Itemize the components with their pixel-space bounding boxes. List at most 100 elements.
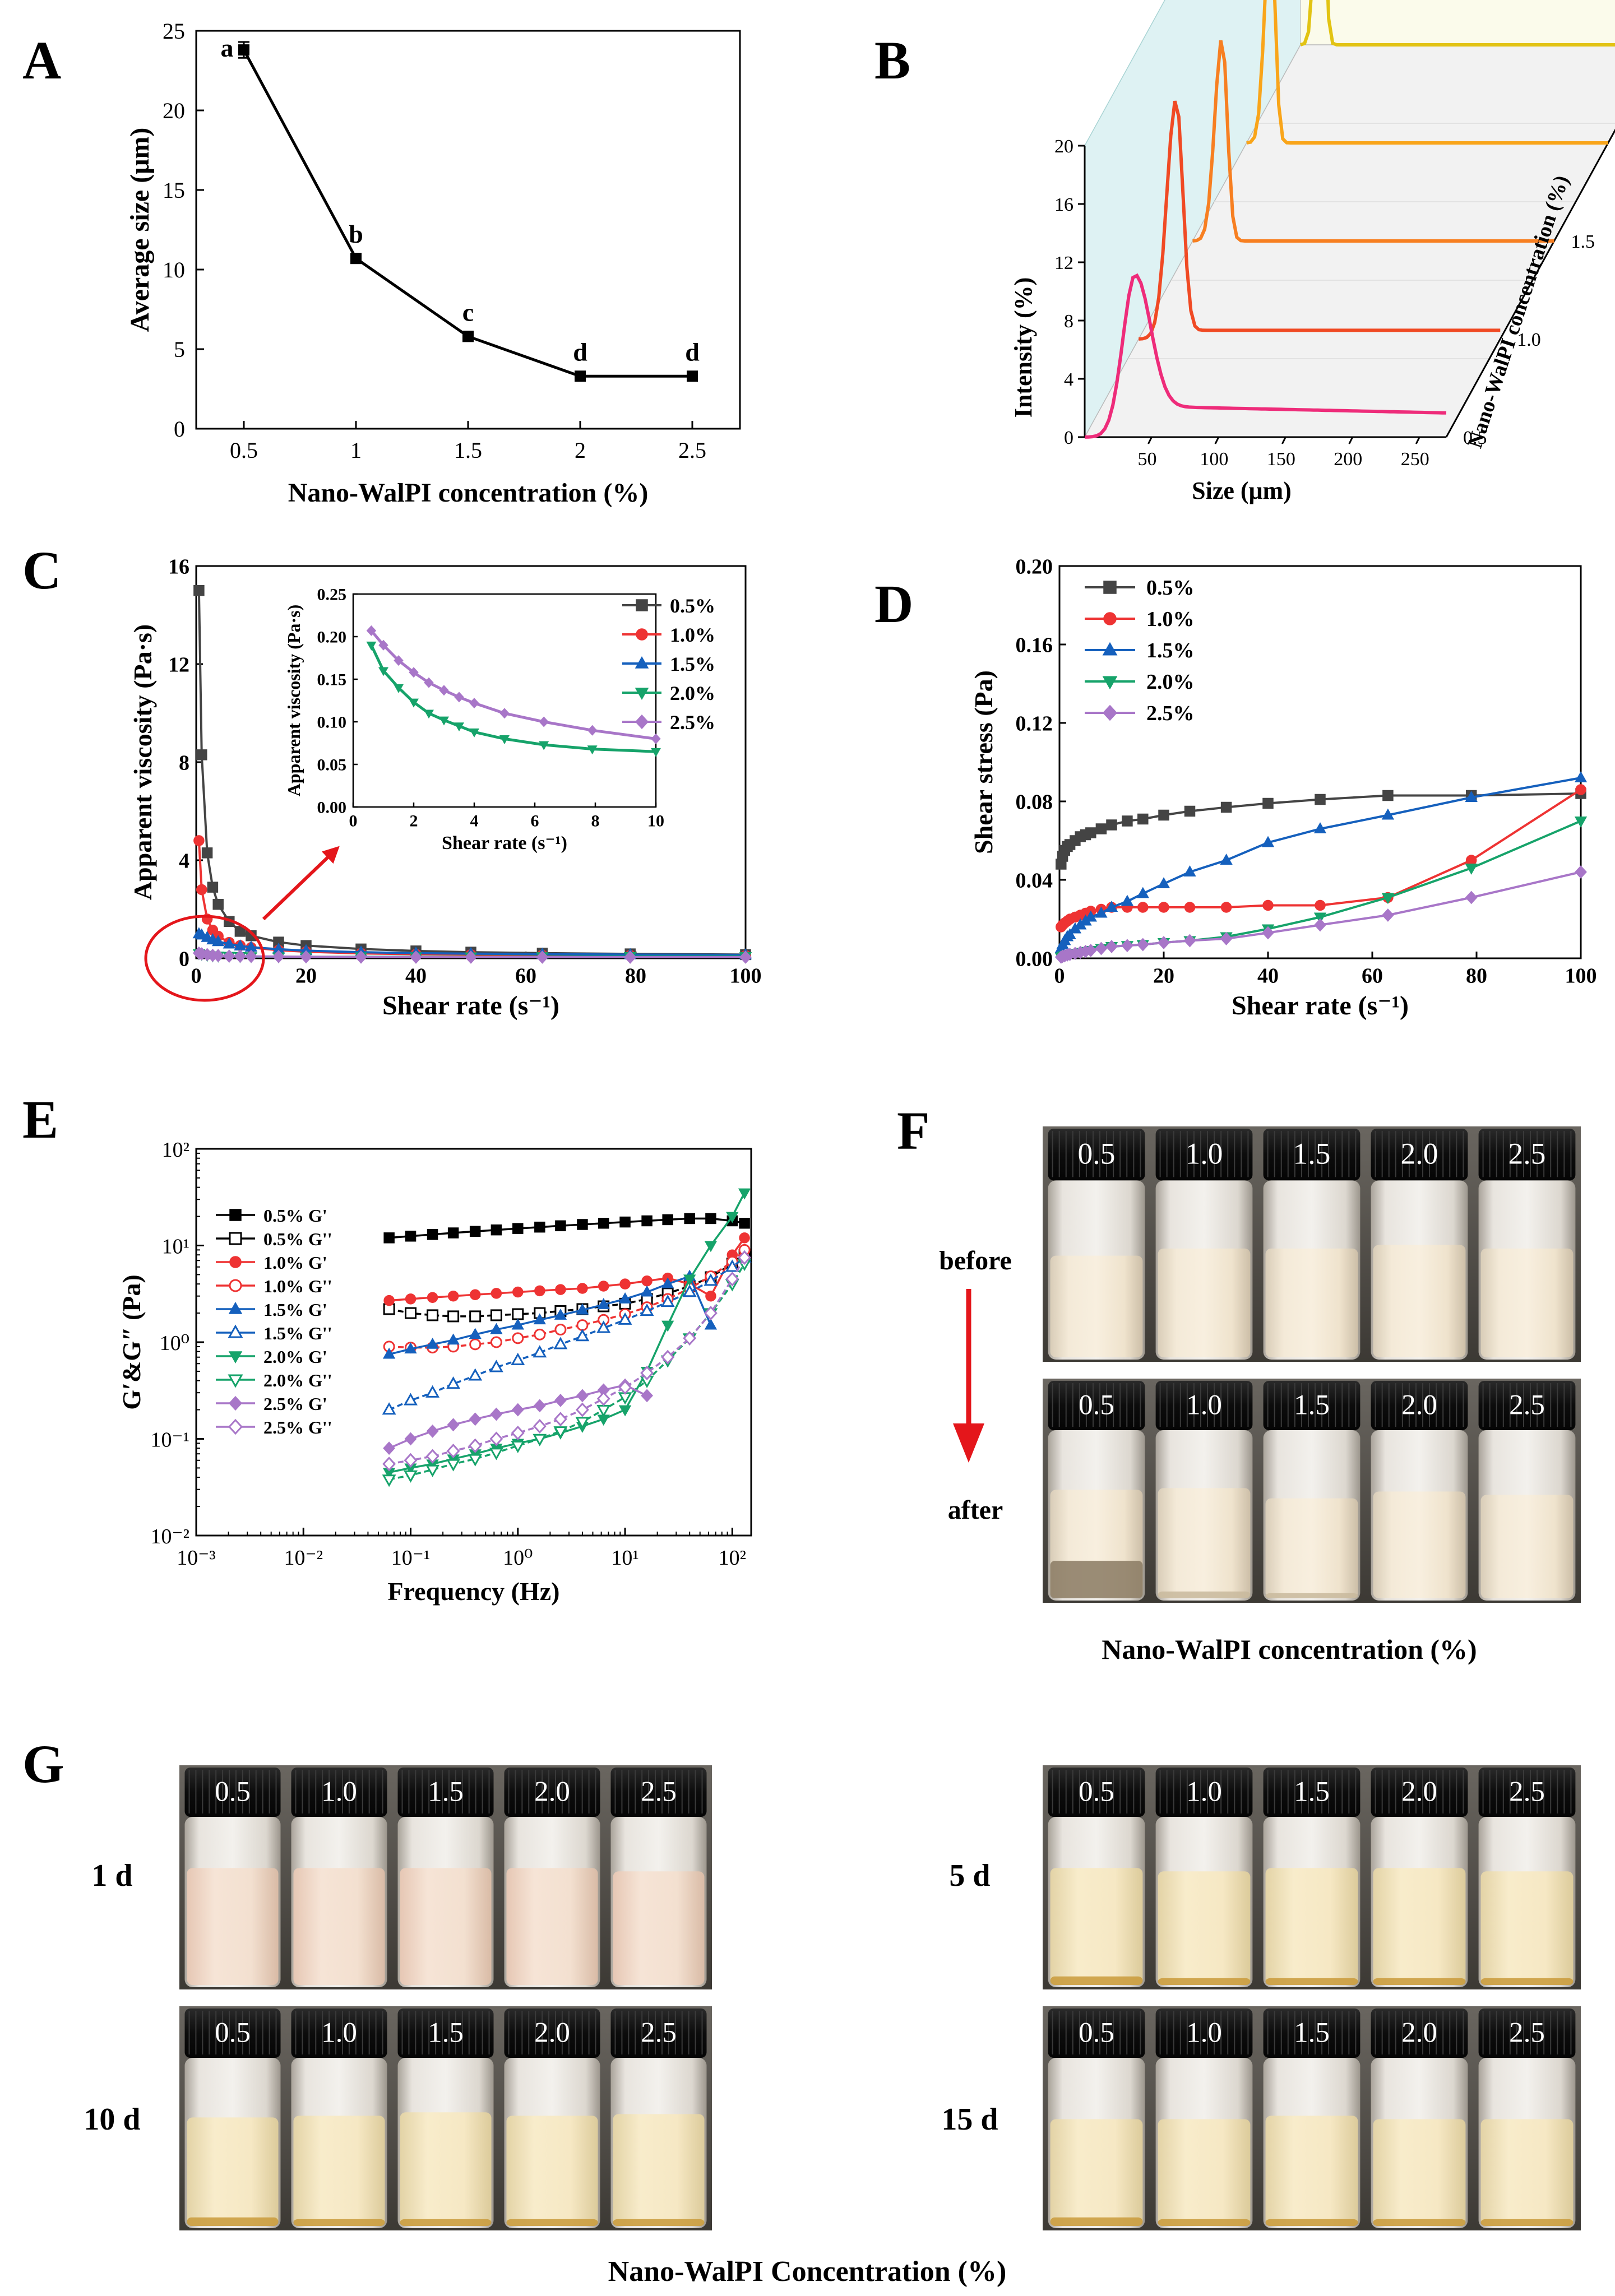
inset-data-point — [394, 684, 404, 693]
y-tick-label: 0.10 — [317, 713, 347, 732]
data-point — [447, 1227, 459, 1239]
data-point — [533, 1313, 546, 1325]
day-label: 15 d — [941, 2102, 998, 2137]
data-point — [469, 1226, 481, 1237]
x-tick-label: 0 — [349, 812, 358, 831]
data-point — [447, 1310, 460, 1323]
x-tick-label: 60 — [1362, 964, 1383, 988]
data-point — [553, 1426, 568, 1439]
panel-label-d: D — [874, 574, 913, 634]
y-tick-label: 0.04 — [1016, 869, 1053, 892]
data-point — [553, 1337, 568, 1349]
vial-liquid — [1050, 2119, 1143, 2226]
legend-label: 1.5% — [1146, 639, 1195, 662]
inset-data-point — [378, 667, 388, 676]
data-point — [512, 1223, 524, 1234]
data-point — [704, 1273, 718, 1286]
data-point — [641, 1215, 653, 1227]
data-point — [1157, 877, 1170, 888]
legend-marker — [1102, 642, 1118, 656]
data-point — [596, 1404, 611, 1417]
inset-data-point — [454, 722, 464, 732]
legend-label: 1.0% G'' — [263, 1276, 332, 1296]
day-label: 1 d — [91, 1858, 132, 1893]
data-point — [405, 1231, 417, 1242]
vial-liquid — [187, 1868, 279, 1985]
data-point — [640, 1304, 654, 1316]
data-point — [383, 1295, 395, 1306]
vial-sediment — [1158, 2219, 1251, 2226]
data-point — [1465, 791, 1478, 802]
vial-sediment — [506, 2219, 598, 2226]
legend-label: 1.0% G' — [263, 1253, 327, 1273]
vial-sediment — [613, 2219, 705, 2226]
data-point — [1575, 865, 1587, 879]
x-tick-label: 2.5 — [678, 438, 706, 463]
data-point — [382, 1457, 396, 1472]
y-tick-label: 0.25 — [317, 586, 347, 604]
data-point — [1184, 805, 1196, 817]
data-point — [383, 1441, 396, 1455]
x-tick-label: 50 — [1137, 449, 1156, 470]
vial-liquid — [1480, 1495, 1574, 1598]
vial-sediment — [187, 2217, 279, 2226]
data-point — [1158, 902, 1169, 913]
x-tick-label: 10 — [647, 812, 664, 831]
data-point — [1122, 815, 1133, 827]
vial-label: 2.0 — [1401, 1389, 1437, 1421]
data-point — [1313, 822, 1327, 833]
vial-label: 1.0 — [1186, 1776, 1222, 1807]
y-tick-label: 0.16 — [1016, 633, 1053, 657]
plot-frame — [195, 565, 747, 959]
vial-liquid — [400, 1868, 492, 1985]
vial-liquid — [1265, 1248, 1358, 1357]
data-point — [596, 1320, 611, 1333]
vial-cap — [291, 2009, 387, 2058]
panel-label-a: A — [22, 30, 61, 90]
legend-label: 0.5% — [1146, 576, 1195, 600]
data-point — [1315, 899, 1326, 911]
x-tick-label: 80 — [1466, 964, 1487, 988]
data-point — [624, 950, 637, 964]
data-point — [405, 1307, 417, 1319]
x-tick — [1415, 437, 1420, 444]
inset-data-point — [366, 625, 377, 636]
y-tick-label: 10 — [163, 257, 185, 282]
data-point — [1137, 902, 1149, 913]
data-point — [207, 882, 219, 893]
zoom-arrow — [262, 846, 340, 921]
data-point — [1084, 944, 1097, 957]
x-tick-label: 100 — [730, 964, 762, 988]
y-axis-title: Intensity (%) — [1010, 277, 1037, 418]
data-point — [1121, 939, 1133, 953]
data-point — [223, 949, 235, 963]
data-point — [512, 1332, 524, 1344]
data-point — [553, 1412, 567, 1427]
y-tick-label: 12 — [1054, 253, 1073, 273]
caption-g: Nano-WalPI Concentration (%) — [608, 2256, 1007, 2288]
vial-label: 1.5 — [428, 2017, 464, 2048]
y-tick-label: 10⁻² — [151, 1525, 189, 1548]
down-arrow-head — [953, 1423, 984, 1463]
data-point — [196, 749, 207, 760]
inset-data-point — [499, 735, 510, 745]
legend-marker — [229, 1209, 242, 1221]
photo-g-storage: 0.5 1.0 1.5 2.0 2.5 0.5 1.0 1.5 2.0 2.5 0.5 1.0 1.5 2… — [84, 1765, 1581, 2288]
data-point — [196, 884, 207, 896]
vial-liquid — [1050, 1255, 1143, 1357]
x-tick — [1281, 437, 1287, 444]
label-after: after — [948, 1495, 1003, 1525]
vial-liquid — [613, 1871, 705, 1985]
plot-frame — [1058, 565, 1582, 959]
x-tick-label: 0 — [1054, 964, 1065, 988]
y-tick-label: 4 — [179, 849, 189, 873]
legend-label: 1.5% — [670, 653, 715, 675]
y-tick-label: 0.20 — [1016, 555, 1053, 578]
inset-series-line — [370, 644, 656, 753]
y-tick-label: 25 — [163, 18, 185, 44]
vial-liquid — [1480, 1871, 1574, 1985]
plot-frame — [352, 593, 657, 808]
vial-label: 1.0 — [321, 1776, 357, 1807]
legend-marker — [229, 1279, 242, 1292]
